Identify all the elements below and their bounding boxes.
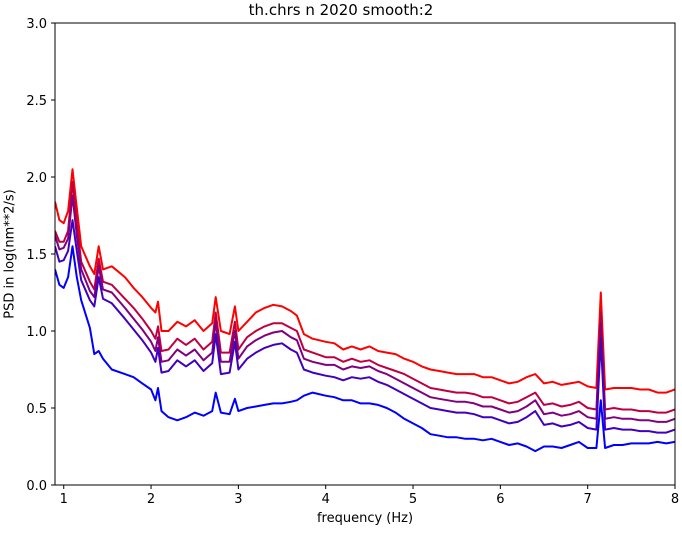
- x-tick-label: 3: [234, 492, 242, 507]
- series-line-3: [55, 194, 675, 423]
- x-tick-label: 7: [584, 492, 592, 507]
- x-tick-label: 6: [496, 492, 504, 507]
- y-tick-label: 3.0: [26, 17, 47, 32]
- series-line-2: [55, 180, 675, 414]
- x-tick-label: 4: [322, 492, 330, 507]
- axes-frame: [54, 22, 676, 486]
- y-tick-label: 1.0: [26, 325, 47, 340]
- y-tick-label: 2.5: [26, 94, 47, 109]
- x-tick-label: 1: [60, 492, 68, 507]
- y-tick-label: 1.5: [26, 248, 47, 263]
- y-tick-label: 2.0: [26, 171, 47, 186]
- x-tick-label: 5: [409, 492, 417, 507]
- chart-title: th.chrs n 2020 smooth:2: [248, 1, 434, 19]
- series-line-4: [55, 219, 675, 434]
- series-line-1: [55, 168, 675, 394]
- x-tick-label: 8: [671, 492, 679, 507]
- y-tick-label: 0.5: [26, 402, 47, 417]
- x-axis-label: frequency (Hz): [316, 511, 414, 526]
- x-tick-label: 2: [147, 492, 155, 507]
- y-tick-label: 0.0: [26, 479, 47, 494]
- series-line-5: [55, 245, 675, 453]
- y-axis-label: PSD in log(nm**2/s): [2, 189, 18, 319]
